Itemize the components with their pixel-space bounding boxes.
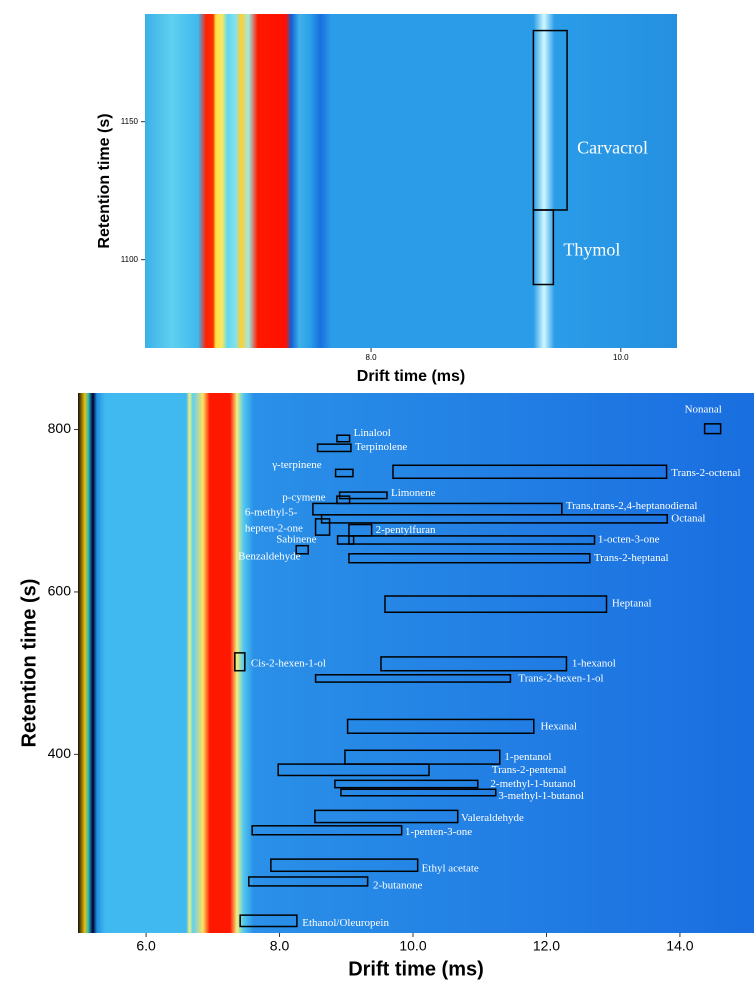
compound-box [346, 718, 535, 734]
compound-box [234, 652, 246, 672]
compound-box [348, 553, 591, 564]
compound-label: 2-methyl-1-butanol [490, 778, 576, 790]
compound-label: Nonanal [685, 404, 722, 416]
y-tick-label: 400 [48, 745, 72, 761]
heatmap [78, 393, 754, 933]
compound-label: 6-methyl-5- [245, 507, 298, 519]
compound-label: 1-pentanol [504, 751, 551, 763]
y-tick-label: 600 [48, 583, 72, 599]
compound-box [314, 518, 331, 536]
x-axis-label: Drift time (ms) [348, 958, 484, 980]
compound-box [338, 491, 388, 500]
compound-box [316, 443, 352, 453]
compound-box [270, 858, 419, 873]
compound-box [380, 656, 568, 672]
compound-label: Sabinene [276, 534, 316, 546]
compound-box [314, 674, 512, 683]
compound-box [384, 595, 608, 613]
compound-label: 2-butanone [373, 879, 423, 891]
x-tick-label: 8.0 [270, 938, 290, 954]
compound-label: Trans-2-pentenal [492, 764, 567, 776]
compound-box [348, 535, 596, 545]
y-tick-label: 800 [48, 420, 72, 436]
compound-label: 1-penten-3-one [405, 826, 472, 838]
compound-label: Hexanal [540, 720, 577, 732]
compound-box [320, 514, 668, 524]
compound-label: Thymol [563, 240, 620, 260]
compound-box [277, 763, 430, 777]
compound-label: Cis-2-hexen-1-ol [251, 658, 326, 670]
x-tick-label: 10.0 [399, 938, 426, 954]
compound-label: Trans,trans-2,4-heptanodienal [566, 500, 698, 512]
x-tick-label: 14.0 [666, 938, 693, 954]
compound-label: 1-hexanol [572, 658, 616, 670]
compound-box [314, 809, 459, 824]
y-tick-label: 1100 [121, 255, 139, 264]
compound-label: γ-terpinene [271, 459, 322, 471]
compound-label: Linalool [354, 427, 391, 439]
x-tick-label: 6.0 [136, 938, 156, 954]
compound-box [336, 535, 355, 545]
compound-label: Ethyl acetate [422, 862, 479, 874]
compound-box [248, 876, 369, 887]
compound-box [336, 434, 351, 443]
compound-label: Octanal [671, 512, 705, 524]
compound-box [334, 468, 354, 478]
compound-label: Ethanol/Oleuropein [302, 917, 389, 929]
compound-box [239, 914, 298, 928]
heatmap [145, 14, 677, 348]
compound-label: hepten-2-one [245, 523, 303, 535]
compound-label: Terpinolene [355, 441, 407, 453]
compound-label: Heptanal [612, 598, 652, 610]
compound-label: p-cymene [282, 491, 325, 503]
compound-label: Carvacrol [577, 137, 648, 157]
compound-box [334, 779, 479, 789]
compound-box [703, 423, 722, 435]
y-tick-label: 1150 [121, 117, 139, 126]
x-axis-label: Drift time (ms) [357, 368, 465, 385]
compound-label: Limonene [391, 487, 436, 499]
compound-label: Benzaldehyde [238, 551, 300, 563]
compound-box [295, 544, 309, 555]
compound-label: Valeraldehyde [461, 812, 524, 824]
compound-box [340, 788, 497, 797]
compound-label: Trans-2-heptanal [594, 552, 669, 564]
compound-label: Trans-2-hexen-1-ol [518, 672, 603, 684]
compound-box [392, 464, 668, 480]
compound-label: 1-octen-3-one [598, 534, 660, 546]
compound-box [532, 209, 555, 286]
y-axis-label: Retention time (s) [96, 113, 113, 248]
x-tick-label: 10.0 [613, 353, 629, 362]
x-tick-label: 12.0 [533, 938, 560, 954]
compound-label: 3-methyl-1-butanol [498, 790, 584, 802]
compound-box [251, 825, 403, 836]
compound-label: 2-pentylfuran [376, 524, 436, 536]
x-tick-label: 8.0 [365, 353, 377, 362]
y-axis-label: Retention time (s) [18, 579, 40, 748]
compound-label: Trans-2-octenal [671, 467, 740, 479]
